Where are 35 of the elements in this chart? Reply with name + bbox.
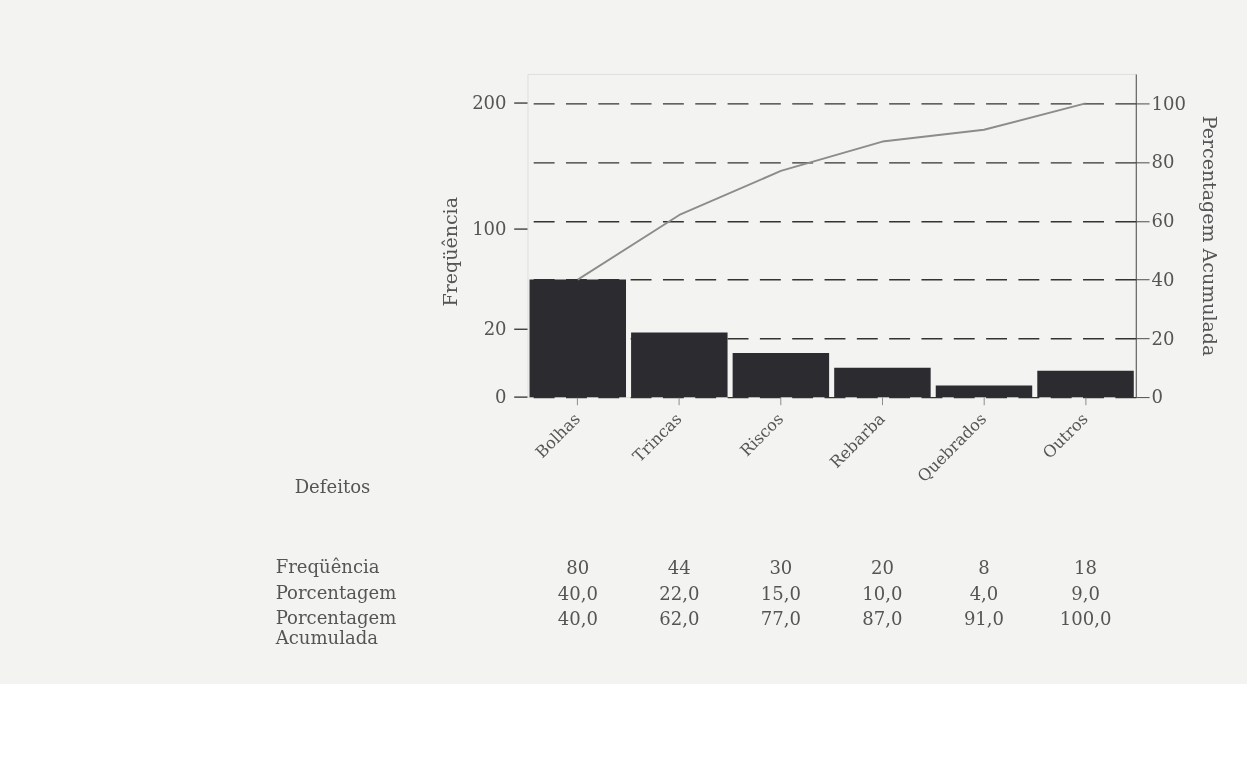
y2-tick-label: 100 <box>1151 92 1186 114</box>
text: 30 <box>769 556 793 578</box>
y2-axis-title: Percentagem Acumulada <box>1199 115 1222 357</box>
text: Freqüência <box>275 555 380 577</box>
text: 8 <box>978 556 990 578</box>
text: 20 <box>870 556 894 578</box>
text: 18 <box>1074 556 1098 578</box>
y2-tick-label: 40 <box>1151 268 1175 290</box>
y2-tick-label: 0 <box>1151 386 1163 408</box>
text: 44 <box>667 556 691 578</box>
data-label: 40,0 <box>557 582 598 604</box>
line-series <box>576 102 1087 281</box>
text: Defeitos <box>294 476 371 498</box>
data-label: 4,0 <box>969 582 999 604</box>
text: 0 <box>495 385 507 407</box>
data-label: 15,0 <box>760 582 801 604</box>
text: Porcentagem Acumulada <box>274 607 397 649</box>
y2-tick-label: 80 <box>1151 151 1175 173</box>
data-label: 87,0 <box>862 608 903 630</box>
data-label: 62,0 <box>659 608 700 630</box>
data-label: 91,0 <box>963 608 1005 630</box>
text: 100 <box>472 217 507 239</box>
y2-tick-label: 60 <box>1151 210 1175 232</box>
data-label: 77,0 <box>760 608 801 630</box>
text: Porcentagem <box>275 581 397 603</box>
data-label: 10,0 <box>862 582 903 604</box>
data-label: 100,0 <box>1059 608 1112 630</box>
text: 200 <box>472 91 507 113</box>
data-label: 40,0 <box>557 608 598 630</box>
y-axis-title: Freqüência <box>439 196 462 307</box>
y2-tick-label: 20 <box>1151 327 1175 349</box>
text: 80 <box>566 556 590 578</box>
data-label: 22,0 <box>659 582 700 604</box>
text: 20 <box>483 317 507 339</box>
data-label: 9,0 <box>1071 582 1100 604</box>
